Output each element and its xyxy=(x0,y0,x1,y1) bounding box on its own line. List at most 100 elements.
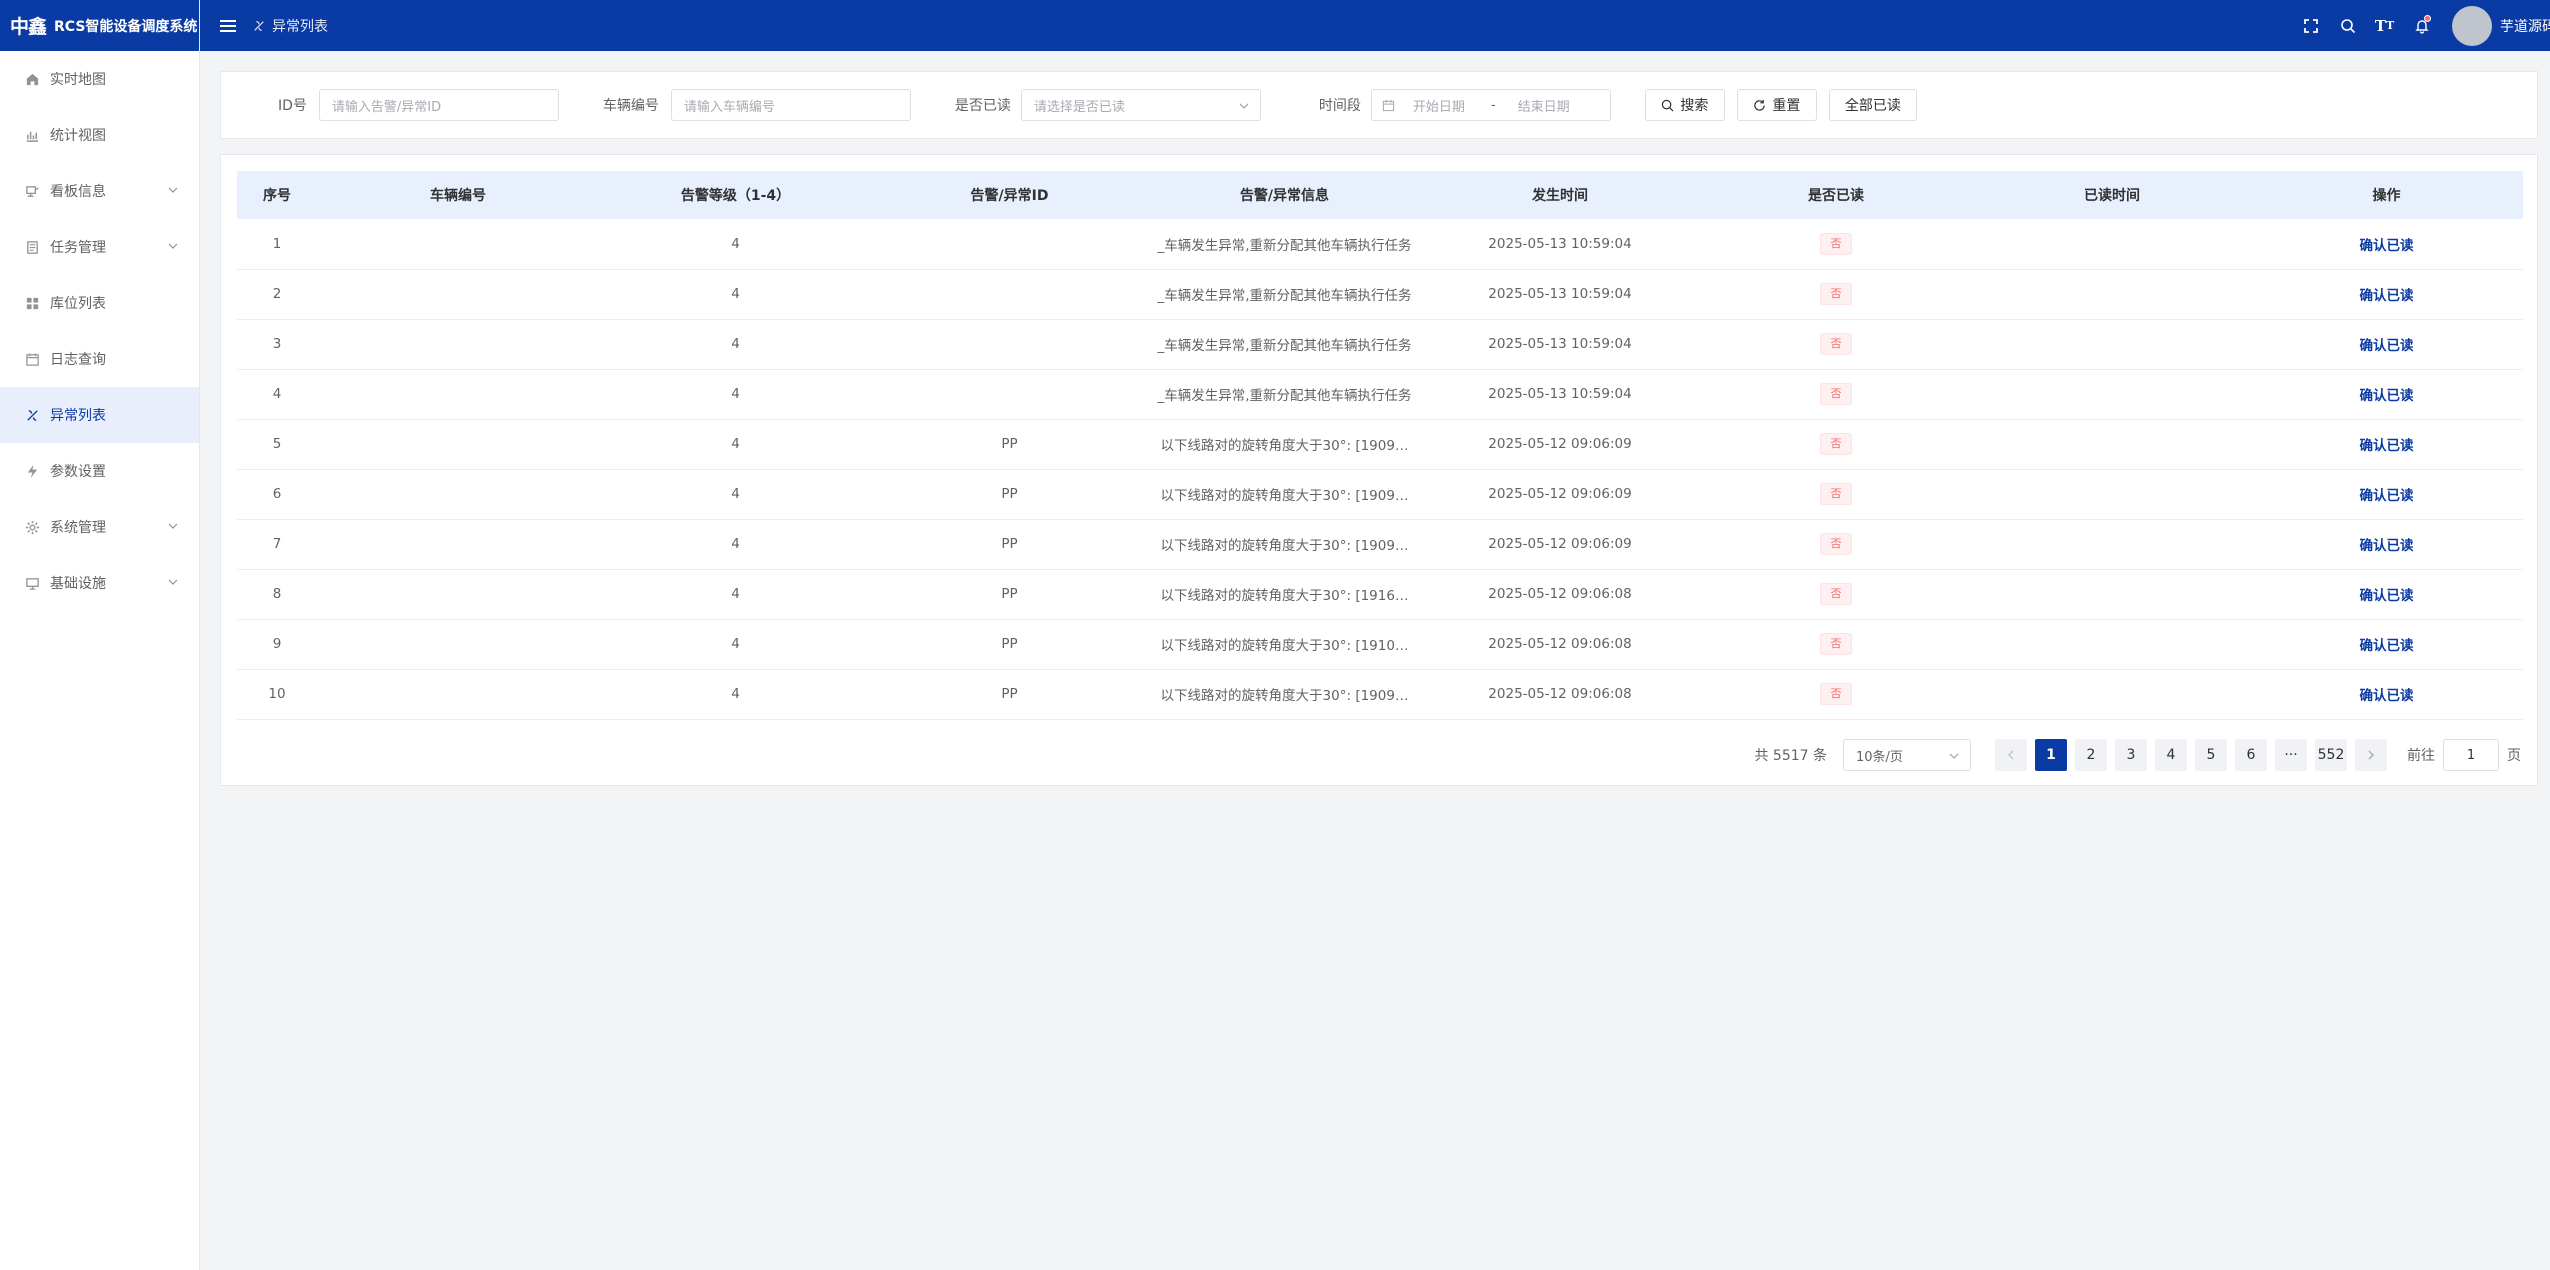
confirm-read-link[interactable]: 确认已读 xyxy=(2359,438,2414,454)
table-row: 8 4 PP 以下线路对的旋转角度大于30°: [1916… 2025-05-12 09… xyxy=(237,569,2523,619)
cell-vehicle xyxy=(317,669,599,719)
bell-icon[interactable] xyxy=(2403,14,2440,34)
cell-read-time xyxy=(1974,369,2250,419)
filter-bar: ID号 请输入告警/异常ID 车辆编号 请输入车辆编号 是否已读 请选择是否已读… xyxy=(220,71,2538,139)
notification-dot xyxy=(2424,14,2431,22)
start-date-input[interactable]: 开始日期 xyxy=(1412,99,1465,115)
read-select[interactable]: 请选择是否已读 xyxy=(1020,89,1261,121)
more-pages-button[interactable]: ··· xyxy=(2275,739,2307,771)
date-range-picker[interactable]: 开始日期 - 结束日期 xyxy=(1370,89,1611,121)
id-label: ID号 xyxy=(278,98,307,114)
column-header: 操作 xyxy=(2372,188,2401,204)
id-input[interactable]: 请输入告警/异常ID xyxy=(318,89,559,121)
sidebar-item[interactable]: 异常列表 xyxy=(0,387,199,443)
cell-time: 2025-05-13 10:59:04 xyxy=(1488,286,1632,302)
cell-read-time xyxy=(1974,569,2250,619)
confirm-read-link[interactable]: 确认已读 xyxy=(2359,488,2414,504)
sidebar-item[interactable]: 库位列表 xyxy=(0,275,199,331)
cell-read: 否 xyxy=(1698,669,1974,719)
search-button[interactable]: 搜索 xyxy=(1644,89,1725,121)
sidebar-item[interactable]: 参数设置 xyxy=(0,443,199,499)
page-button[interactable]: 2 xyxy=(2075,739,2107,771)
cell-vehicle xyxy=(317,469,599,519)
chevron-down-icon xyxy=(168,579,178,585)
cell-read: 否 xyxy=(1698,269,1974,319)
next-page-button[interactable] xyxy=(2355,739,2387,771)
avatar[interactable] xyxy=(2452,5,2492,46)
breadcrumb: 异常列表 xyxy=(252,16,328,36)
goto-page-input[interactable]: 1 xyxy=(2443,739,2499,771)
confirm-read-link[interactable]: 确认已读 xyxy=(2359,588,2414,604)
fullscreen-icon[interactable] xyxy=(2292,18,2329,34)
column-header: 发生时间 xyxy=(1532,188,1588,204)
breadcrumb-current[interactable]: 异常列表 xyxy=(272,18,328,35)
sidebar-item[interactable]: 基础设施 xyxy=(0,555,199,611)
vehicle-input[interactable]: 请输入车辆编号 xyxy=(670,89,911,121)
sidebar-item[interactable]: 实时地图 xyxy=(0,51,199,107)
sidebar-item[interactable]: 统计视图 xyxy=(0,107,199,163)
cell-vehicle xyxy=(317,419,599,469)
page-size-select[interactable]: 10条/页 xyxy=(1843,739,1971,771)
sidebar-item[interactable]: 任务管理 xyxy=(0,219,199,275)
read-all-button[interactable]: 全部已读 xyxy=(1828,89,1917,121)
cell-action: 确认已读 xyxy=(2250,469,2523,519)
page-list: 1 2 3 4 5 6 ··· 552 xyxy=(2027,739,2347,771)
read-status-badge: 否 xyxy=(1820,433,1852,455)
read-status-badge: 否 xyxy=(1820,383,1852,405)
main-content: ID号 请输入告警/异常ID 车辆编号 请输入车辆编号 是否已读 请选择是否已读… xyxy=(200,51,2550,1270)
sidebar: 中鑫 RCS智能设备调度系统 实时地图 统计视图 看板信息 任务管理库位列表日志查询异… xyxy=(0,0,200,1270)
confirm-read-link[interactable]: 确认已读 xyxy=(2359,237,2414,254)
cell-time: 2025-05-12 09:06:09 xyxy=(1488,536,1632,552)
bar-chart-icon xyxy=(24,127,40,143)
column-header: 已读时间 xyxy=(2084,188,2140,204)
read-status-badge: 否 xyxy=(1820,333,1852,355)
confirm-read-link[interactable]: 确认已读 xyxy=(2359,538,2414,554)
confirm-read-link[interactable]: 确认已读 xyxy=(2359,288,2414,304)
cell-level: 4 xyxy=(731,636,740,652)
read-status-badge: 否 xyxy=(1820,283,1852,305)
cell-vehicle xyxy=(317,569,599,619)
page-button[interactable]: 5 xyxy=(2195,739,2227,771)
confirm-read-link[interactable]: 确认已读 xyxy=(2359,388,2414,404)
table-row: 5 4 PP 以下线路对的旋转角度大于30°: [1909… 2025-05-12 09… xyxy=(237,419,2523,469)
confirm-read-link[interactable]: 确认已读 xyxy=(2359,638,2414,654)
cell-read: 否 xyxy=(1698,519,1974,569)
cell-read: 否 xyxy=(1698,319,1974,369)
cell-no: 4 xyxy=(272,386,282,402)
hamburger-icon[interactable] xyxy=(208,19,248,33)
table-row: 4 4 _车辆发生异常,重新分配其他车辆执行任务 2025-05-13 10:59:0… xyxy=(237,369,2523,419)
table-row: 3 4 _车辆发生异常,重新分配其他车辆执行任务 2025-05-13 10:59:0… xyxy=(237,319,2523,369)
confirm-read-link[interactable]: 确认已读 xyxy=(2359,688,2414,704)
column-header: 车辆编号 xyxy=(430,188,486,204)
sidebar-item-label: 基础设施 xyxy=(50,576,106,592)
sidebar-item-label: 库位列表 xyxy=(50,296,106,312)
cell-no: 5 xyxy=(272,436,282,452)
sidebar-item[interactable]: 看板信息 xyxy=(0,163,199,219)
username[interactable]: 芋道源码 xyxy=(2500,18,2550,35)
page-button[interactable]: 4 xyxy=(2155,739,2187,771)
table-row: 6 4 PP 以下线路对的旋转角度大于30°: [1909… 2025-05-12 09… xyxy=(237,469,2523,519)
end-date-input[interactable]: 结束日期 xyxy=(1517,99,1570,115)
sidebar-item[interactable]: 日志查询 xyxy=(0,331,199,387)
logo-bar: 中鑫 RCS智能设备调度系统 xyxy=(0,0,199,51)
cell-read: 否 xyxy=(1698,619,1974,669)
page-button[interactable]: 1 xyxy=(2035,739,2067,771)
search-icon[interactable] xyxy=(2329,18,2366,34)
prev-page-button[interactable] xyxy=(1995,739,2027,771)
page-button[interactable]: 3 xyxy=(2115,739,2147,771)
cell-info: 以下线路对的旋转角度大于30°: [1909… xyxy=(1160,488,1409,504)
cell-alarm-id xyxy=(872,319,1147,369)
cell-read: 否 xyxy=(1698,219,1974,269)
reset-button[interactable]: 重置 xyxy=(1736,89,1817,121)
table-row: 10 4 PP 以下线路对的旋转角度大于30°: [1909… 2025-05-12 0… xyxy=(237,669,2523,719)
page-button[interactable]: 552 xyxy=(2315,739,2347,771)
cell-read-time xyxy=(1974,469,2250,519)
cell-action: 确认已读 xyxy=(2250,619,2523,669)
cell-level: 4 xyxy=(731,686,740,702)
confirm-read-link[interactable]: 确认已读 xyxy=(2359,338,2414,354)
cell-read-time xyxy=(1974,669,2250,719)
page-button[interactable]: 6 xyxy=(2235,739,2267,771)
sidebar-item[interactable]: 系统管理 xyxy=(0,499,199,555)
